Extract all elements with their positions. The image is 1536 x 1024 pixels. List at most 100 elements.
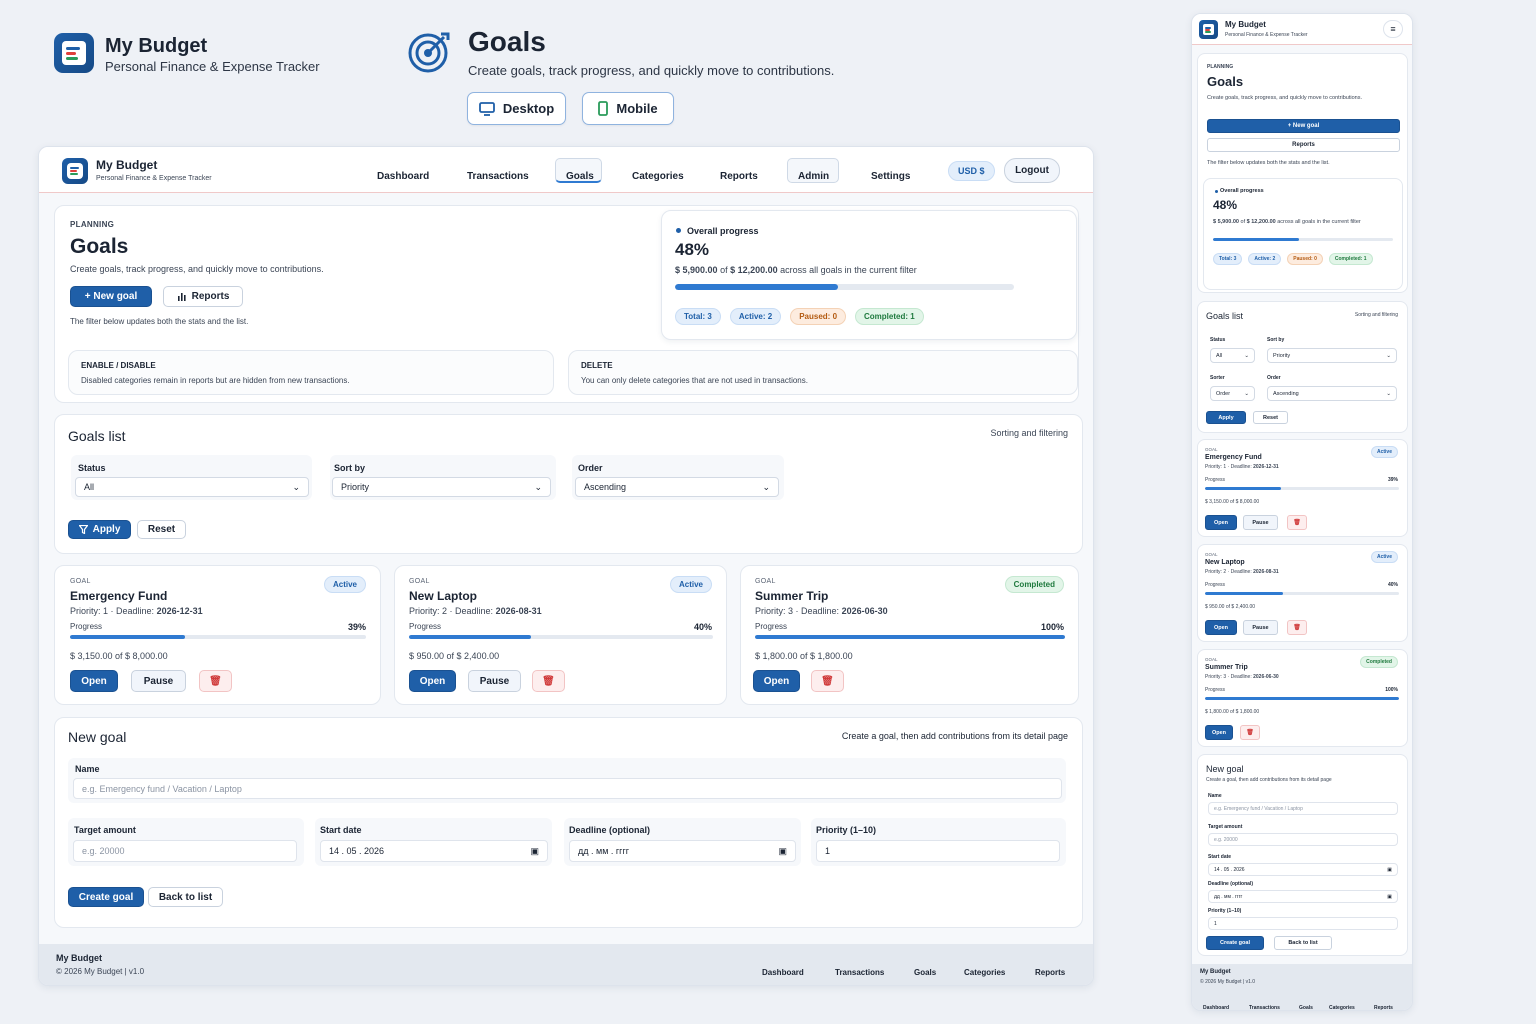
pause-button[interactable]: Pause — [1243, 620, 1278, 635]
delete-button[interactable]: 🗑 — [199, 670, 232, 692]
mobile-target-label: Target amount — [1208, 824, 1243, 830]
mobile-status-select[interactable]: All ⌄ — [1210, 348, 1255, 363]
nav-admin-box[interactable] — [787, 158, 839, 183]
mobile-hero-eyebrow: PLANNING — [1207, 64, 1234, 70]
trash-icon: 🗑 — [1293, 625, 1301, 631]
nav-goals[interactable]: Goals — [566, 171, 594, 182]
mobile-hero-subtitle: Create goals, track progress, and quickl… — [1207, 95, 1362, 101]
mobile-sorter-label: Sorter — [1210, 375, 1225, 381]
mobile-priority-input[interactable]: 1 — [1208, 917, 1398, 930]
open-button[interactable]: Open — [409, 670, 456, 692]
footer-link-reports[interactable]: Reports — [1035, 968, 1066, 977]
status-select[interactable]: All ⌄ — [75, 477, 309, 497]
mobile-create-goal-button[interactable]: Create goal — [1206, 936, 1264, 950]
mobile-order-select[interactable]: Ascending ⌄ — [1267, 386, 1397, 401]
new-goal-button[interactable]: + New goal — [70, 286, 152, 307]
goal-name: New Laptop — [1205, 559, 1245, 566]
app-brand-title: My Budget — [96, 158, 158, 172]
footer-link-transactions[interactable]: Transactions — [835, 968, 885, 977]
menu-icon[interactable]: ≡ — [1383, 20, 1403, 38]
mobile-brand-subtitle: Personal Finance & Expense Tracker — [1225, 32, 1308, 38]
mobile-reset-button[interactable]: Reset — [1253, 411, 1288, 424]
goals-list-card: Goals list Sorting and filtering Status … — [54, 414, 1083, 554]
start-date-input[interactable]: 14 . 05 . 2026 ▣ — [320, 840, 548, 862]
goal-name: Emergency Fund — [1205, 454, 1262, 461]
mobile-reports-button[interactable]: Reports — [1207, 138, 1400, 152]
goal-amounts: $ 3,150.00 of $ 8,000.00 — [70, 651, 168, 661]
hero-card: PLANNING Goals Create goals, track progr… — [54, 205, 1079, 403]
nav-transactions[interactable]: Transactions — [467, 171, 529, 182]
name-input[interactable]: e.g. Emergency fund / Vacation / Laptop — [73, 778, 1062, 799]
back-to-list-button[interactable]: Back to list — [148, 887, 223, 907]
filter-icon — [78, 525, 88, 534]
goal-progress-label: Progress — [409, 622, 442, 631]
view-desktop-button[interactable]: Desktop — [467, 92, 566, 125]
open-button[interactable]: Open — [1205, 515, 1237, 530]
nav-goals-active[interactable] — [555, 158, 602, 183]
order-select[interactable]: Ascending ⌄ — [575, 477, 779, 497]
trash-icon: 🗑 — [1293, 520, 1301, 526]
goal-progress-bar — [1205, 592, 1399, 595]
calendar-icon: ▣ — [1387, 893, 1392, 900]
open-button[interactable]: Open — [753, 670, 800, 692]
mobile-new-goal-button[interactable]: + New goal — [1207, 119, 1400, 133]
nav-admin[interactable]: Admin — [798, 171, 830, 182]
mobile-target-input[interactable]: e.g. 20000 — [1208, 833, 1398, 846]
footer-link-goals[interactable]: Goals — [1299, 1005, 1313, 1011]
delete-button[interactable]: 🗑 — [532, 670, 565, 692]
delete-button[interactable]: 🗑 — [811, 670, 844, 692]
footer-link-categories[interactable]: Categories — [964, 968, 1006, 977]
footer-link-dashboard[interactable]: Dashboard — [1203, 1005, 1230, 1011]
nav-dashboard[interactable]: Dashboard — [377, 171, 430, 182]
footer-link-goals[interactable]: Goals — [914, 968, 937, 977]
nav-settings[interactable]: Settings — [871, 171, 911, 182]
trash-icon: 🗑 — [542, 675, 555, 687]
mobile-back-button[interactable]: Back to list — [1274, 936, 1332, 950]
mobile-sort-select[interactable]: Priority ⌄ — [1267, 348, 1397, 363]
chevron-down-icon: ⌄ — [534, 481, 542, 492]
mobile-deadline-input[interactable]: дд . мм . гггг ▣ — [1208, 890, 1398, 903]
mobile-apply-button[interactable]: Apply — [1206, 411, 1246, 424]
pause-button[interactable]: Pause — [1243, 515, 1278, 530]
goal-status-badge: Active — [323, 576, 366, 593]
deadline-date-input[interactable]: дд . мм . гггг ▣ — [569, 840, 796, 862]
logout-button[interactable]: Logout — [1004, 158, 1060, 183]
pause-button[interactable]: Pause — [468, 670, 521, 692]
goal-tag: GOAL — [755, 578, 776, 585]
footer-link-transactions[interactable]: Transactions — [1249, 1005, 1280, 1011]
open-button[interactable]: Open — [1205, 620, 1237, 635]
pause-button[interactable]: Pause — [131, 670, 186, 692]
status-label: Status — [78, 463, 106, 473]
reset-button[interactable]: Reset — [137, 520, 186, 539]
footer-link-dashboard[interactable]: Dashboard — [762, 968, 804, 977]
target-field-group: Target amount e.g. 20000 — [68, 818, 304, 866]
open-button[interactable]: Open — [70, 670, 118, 692]
mobile-name-input[interactable]: e.g. Emergency fund / Vacation / Laptop — [1208, 802, 1398, 815]
calendar-icon: ▣ — [778, 845, 787, 856]
view-mobile-button[interactable]: Mobile — [582, 92, 674, 125]
delete-button[interactable]: 🗑 — [1240, 725, 1260, 740]
goal-progress-bar — [755, 635, 1065, 639]
reports-button[interactable]: Reports — [163, 286, 243, 307]
brand-title: My Budget — [105, 35, 208, 57]
apply-button[interactable]: Apply — [68, 520, 131, 539]
nav-categories[interactable]: Categories — [632, 171, 684, 182]
footer-link-reports[interactable]: Reports — [1374, 1005, 1393, 1011]
target-amount-input[interactable]: e.g. 20000 — [73, 840, 297, 862]
mobile-sorter-select[interactable]: Order ⌄ — [1210, 386, 1255, 401]
create-goal-button[interactable]: Create goal — [68, 887, 144, 907]
sort-select[interactable]: Priority ⌄ — [332, 477, 551, 497]
open-button[interactable]: Open — [1205, 725, 1233, 740]
mobile-start-input[interactable]: 14 . 05 . 2026 ▣ — [1208, 863, 1398, 876]
mobile-footer-title: My Budget — [1200, 969, 1231, 975]
nav-reports[interactable]: Reports — [720, 171, 758, 182]
footer-link-categories[interactable]: Categories — [1329, 1005, 1355, 1011]
delete-button[interactable]: 🗑 — [1287, 620, 1307, 635]
bar-chart-icon — [177, 293, 186, 301]
goal-amounts: $ 3,150.00 of $ 8,000.00 — [1205, 499, 1260, 505]
currency-badge[interactable]: USD $ — [948, 161, 995, 181]
delete-button[interactable]: 🗑 — [1287, 515, 1307, 530]
priority-input[interactable]: 1 — [816, 840, 1060, 862]
overall-label: Overall progress — [687, 226, 759, 236]
name-field-group: Name e.g. Emergency fund / Vacation / La… — [68, 758, 1066, 803]
